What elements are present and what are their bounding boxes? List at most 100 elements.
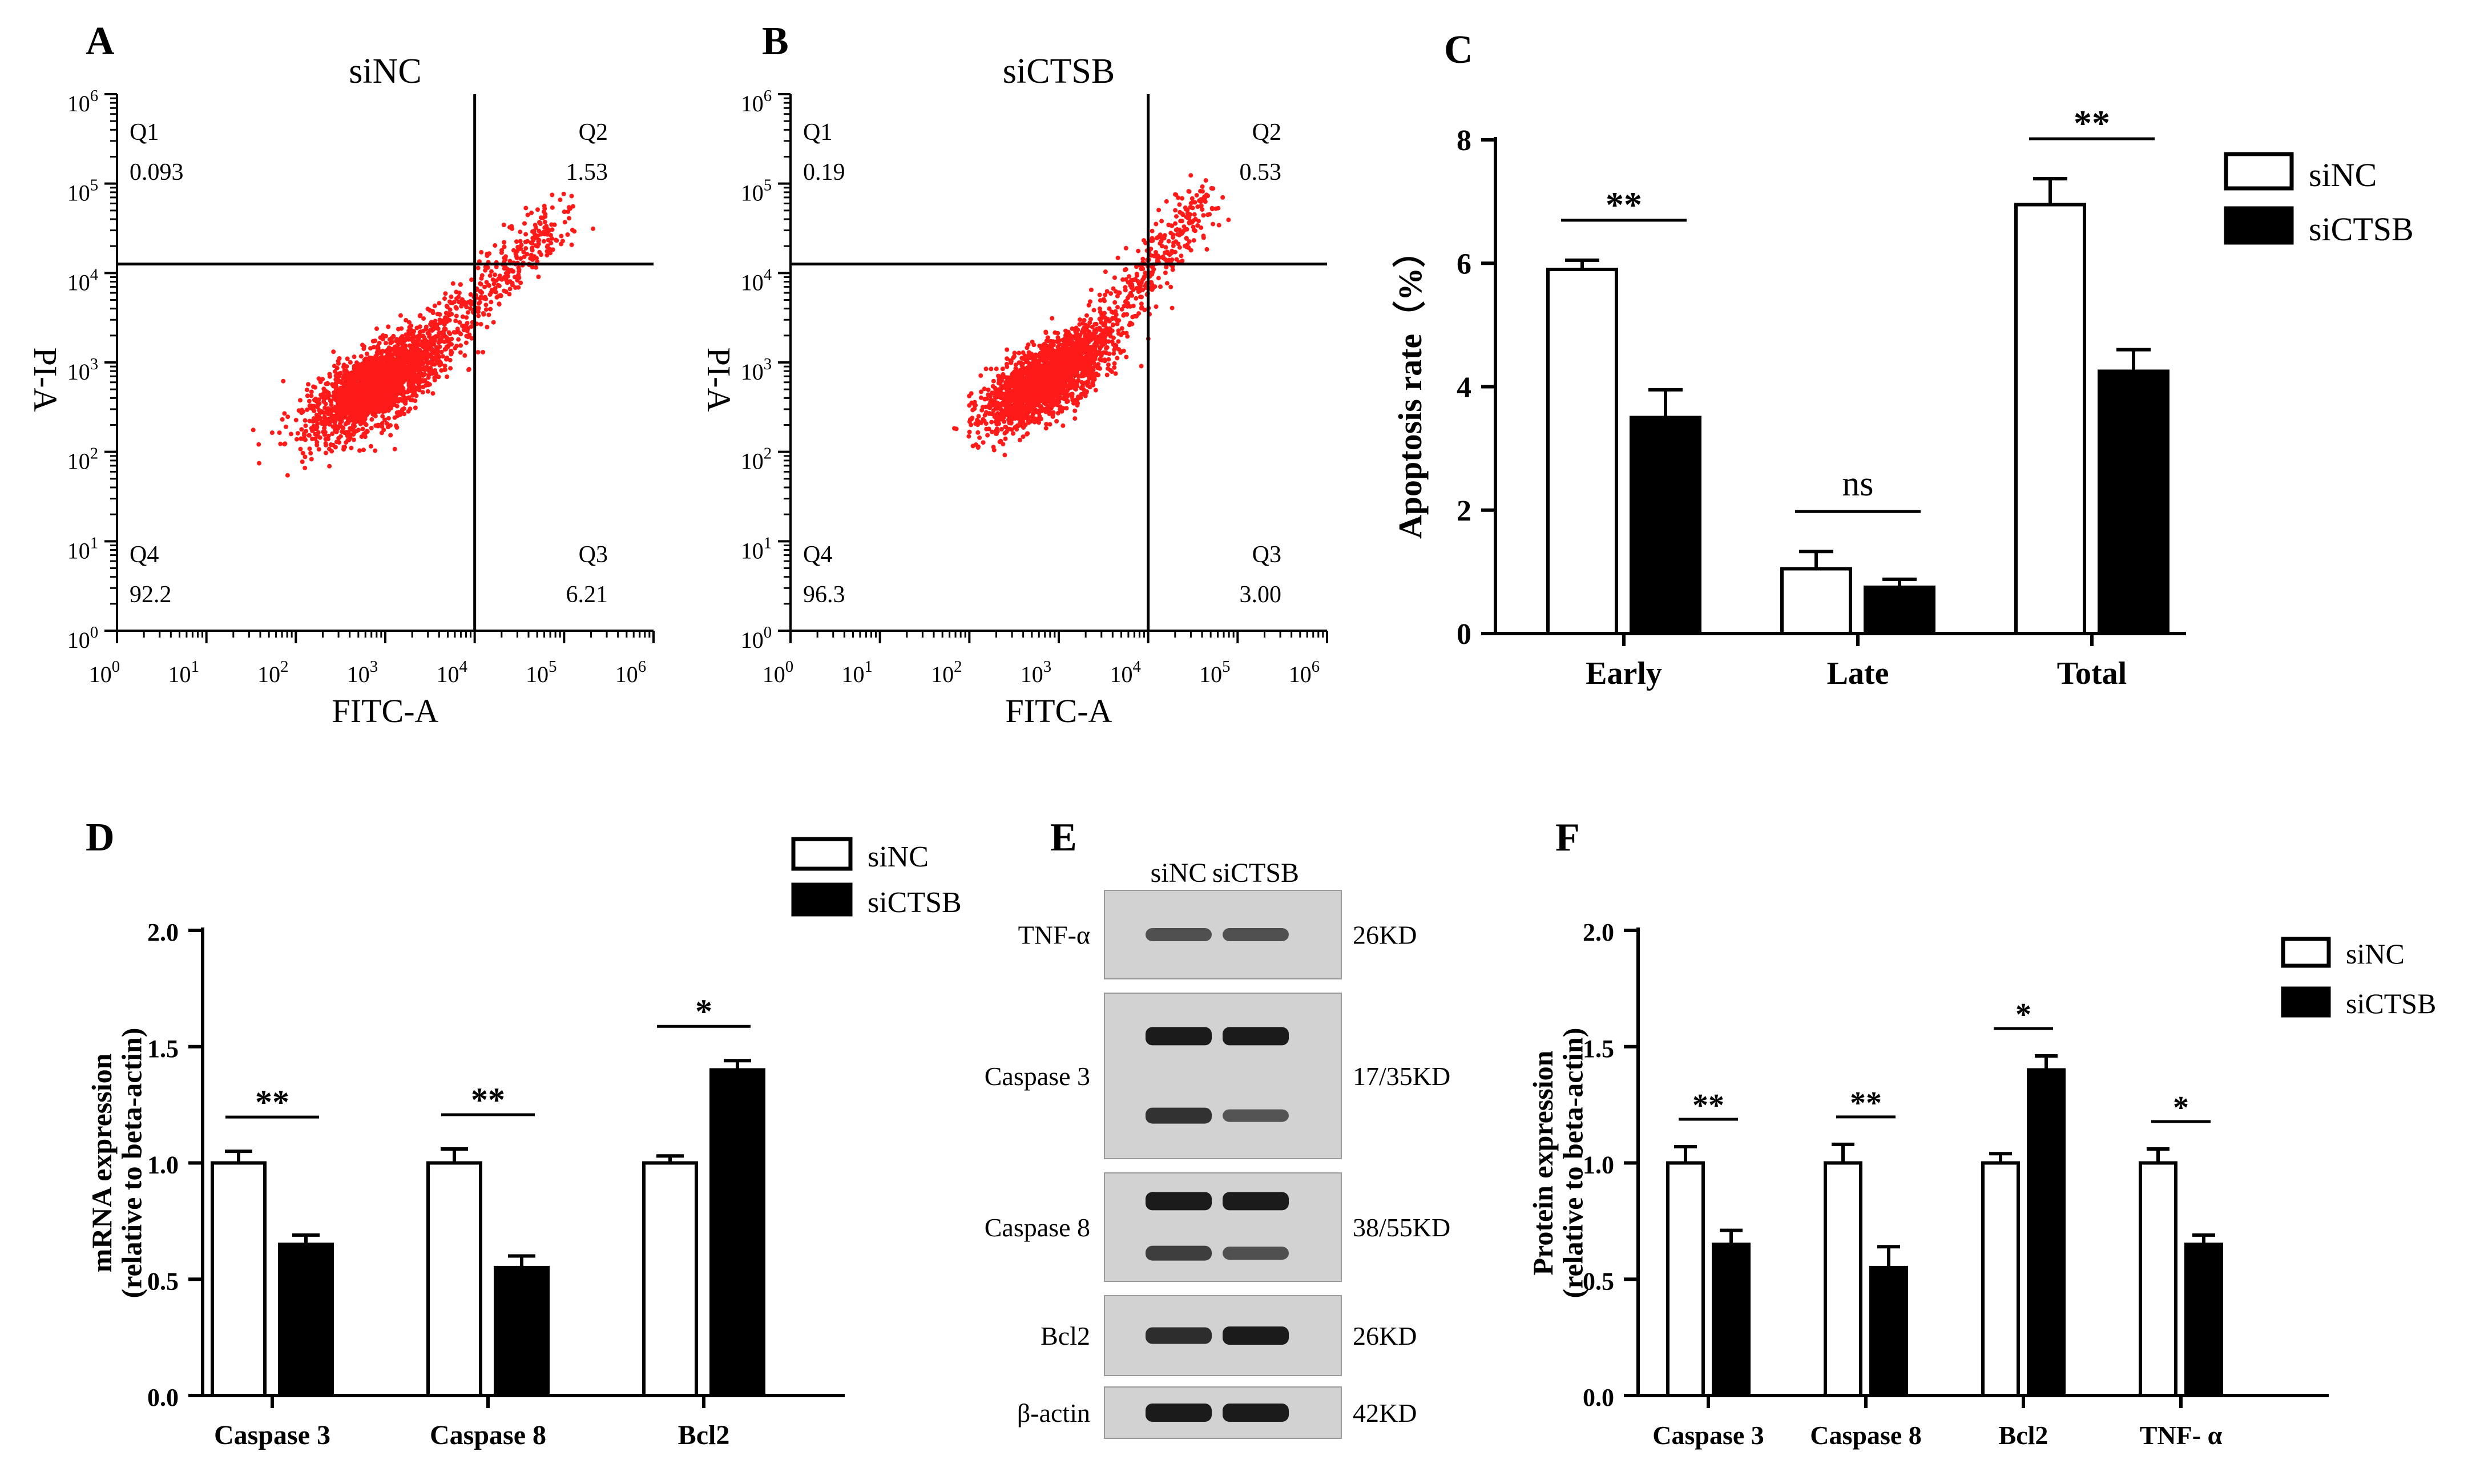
event-dot <box>1062 390 1067 396</box>
event-dot <box>368 356 373 361</box>
event-dot <box>351 375 356 380</box>
event-dot <box>1064 369 1069 374</box>
event-dot <box>321 399 326 404</box>
event-dot <box>987 411 992 416</box>
event-dot <box>1046 352 1051 357</box>
event-dot <box>465 326 470 332</box>
event-dot <box>327 463 332 469</box>
event-dot <box>352 354 357 360</box>
event-dot <box>363 411 368 416</box>
event-dot <box>1028 404 1033 409</box>
event-dot <box>523 232 529 237</box>
event-dot <box>437 330 441 336</box>
event-dot <box>1106 357 1111 362</box>
event-dot <box>360 342 365 348</box>
event-dot <box>322 422 328 427</box>
event-dot <box>535 233 541 239</box>
event-dot <box>1070 394 1075 399</box>
event-dot <box>303 418 308 423</box>
event-dot <box>1014 393 1019 398</box>
event-dot <box>1002 431 1007 435</box>
event-dot <box>493 272 498 277</box>
event-dot <box>1037 414 1042 419</box>
event-dot <box>330 432 335 436</box>
event-dot <box>1116 339 1121 344</box>
event-dot <box>421 316 426 321</box>
event-dot <box>546 228 551 233</box>
event-dot <box>515 278 520 283</box>
event-dot <box>376 345 381 350</box>
event-dot <box>373 448 378 453</box>
event-dot <box>450 281 455 286</box>
event-dot <box>505 280 510 285</box>
x-tick-label: 105 <box>526 658 556 687</box>
event-dot <box>317 408 322 413</box>
event-dot <box>368 402 373 407</box>
event-dot <box>1007 407 1013 412</box>
event-dot <box>477 296 482 301</box>
event-dot <box>330 406 336 412</box>
event-dot <box>432 303 437 308</box>
event-dot <box>546 237 551 243</box>
event-dot <box>1051 376 1056 381</box>
event-dot <box>507 292 512 297</box>
event-dot <box>282 442 287 447</box>
event-dot <box>493 286 498 291</box>
event-dot <box>371 365 376 370</box>
event-dot <box>447 312 452 317</box>
event-dot <box>1045 369 1050 374</box>
event-dot <box>331 349 336 354</box>
event-dot <box>1079 380 1084 385</box>
event-dot <box>418 334 422 339</box>
event-dot <box>341 374 346 379</box>
event-dot <box>358 354 364 359</box>
event-dot <box>330 418 336 424</box>
event-dot <box>1038 408 1043 413</box>
event-dot <box>1000 366 1005 372</box>
event-dot <box>314 442 320 447</box>
event-dot <box>420 356 425 360</box>
event-dot <box>1030 352 1035 357</box>
x-tick-label: 103 <box>347 658 378 687</box>
event-dot <box>969 400 974 405</box>
event-dot <box>460 314 465 319</box>
event-dot <box>307 403 312 408</box>
event-dot <box>370 409 375 414</box>
event-dot <box>344 430 349 435</box>
event-dot <box>514 239 519 244</box>
event-dot <box>1033 352 1038 357</box>
event-dot <box>1009 427 1014 432</box>
event-dot <box>553 237 558 243</box>
event-dot <box>418 329 423 334</box>
event-dot <box>304 388 309 393</box>
event-dot <box>406 409 411 414</box>
y-tick-label: 103 <box>67 355 98 385</box>
event-dot <box>482 284 487 289</box>
event-dot <box>1020 412 1025 417</box>
event-dot <box>435 312 440 317</box>
event-dot <box>991 445 996 450</box>
event-dot <box>507 259 513 264</box>
event-dot <box>386 324 391 329</box>
event-dot <box>299 427 304 432</box>
event-dot <box>296 408 301 413</box>
event-dot <box>443 291 448 296</box>
event-dot <box>466 366 471 372</box>
panel-letter-d: D <box>86 816 115 860</box>
event-dot <box>1043 389 1049 394</box>
event-dot <box>518 256 523 261</box>
event-dot <box>1013 362 1018 368</box>
event-dot <box>380 364 385 369</box>
event-dot <box>369 375 374 380</box>
event-dot <box>402 412 407 417</box>
event-dot <box>989 420 994 425</box>
event-dot <box>1112 347 1117 352</box>
event-dot <box>1001 442 1006 447</box>
event-dot <box>341 362 346 368</box>
event-dot <box>334 409 339 414</box>
event-dot <box>1017 405 1022 410</box>
event-dot <box>502 240 507 245</box>
event-dot <box>324 450 328 455</box>
event-dot <box>400 334 405 339</box>
event-dot <box>1017 350 1022 356</box>
